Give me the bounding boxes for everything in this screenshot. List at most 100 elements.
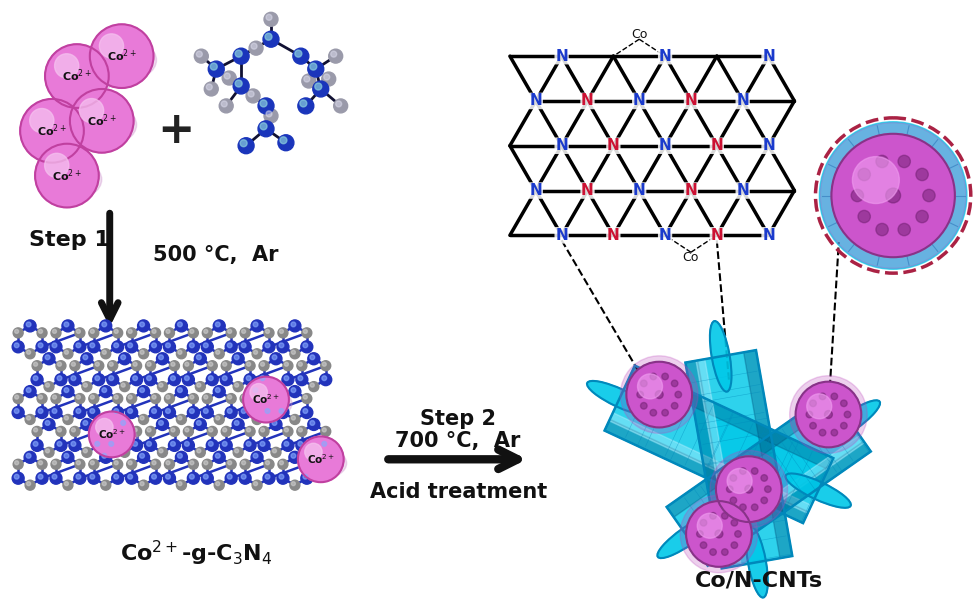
Circle shape <box>933 157 939 162</box>
Circle shape <box>302 459 311 469</box>
Circle shape <box>239 472 251 484</box>
Circle shape <box>62 480 73 490</box>
Circle shape <box>83 449 87 453</box>
Circle shape <box>31 374 43 386</box>
Circle shape <box>83 355 88 360</box>
Circle shape <box>279 329 283 334</box>
Circle shape <box>292 416 296 420</box>
Circle shape <box>844 411 851 418</box>
Circle shape <box>710 512 716 519</box>
Circle shape <box>183 426 193 436</box>
Polygon shape <box>630 365 834 470</box>
Circle shape <box>304 76 309 82</box>
Circle shape <box>223 362 226 366</box>
Circle shape <box>259 361 269 371</box>
Circle shape <box>166 343 171 348</box>
Circle shape <box>95 442 100 447</box>
Circle shape <box>946 193 952 198</box>
Circle shape <box>91 461 95 465</box>
Circle shape <box>178 482 182 486</box>
Circle shape <box>176 320 187 332</box>
Text: Step 1: Step 1 <box>29 231 110 250</box>
Circle shape <box>922 189 935 202</box>
Circle shape <box>190 461 194 465</box>
Circle shape <box>933 157 939 162</box>
Circle shape <box>933 229 939 234</box>
Circle shape <box>215 349 224 359</box>
Text: N: N <box>659 228 671 243</box>
Circle shape <box>900 137 906 143</box>
Circle shape <box>900 248 906 254</box>
Circle shape <box>282 374 294 386</box>
Text: N: N <box>762 228 775 243</box>
Circle shape <box>251 320 263 332</box>
Ellipse shape <box>710 321 731 392</box>
Circle shape <box>336 101 342 107</box>
Circle shape <box>64 482 68 486</box>
Circle shape <box>216 482 220 486</box>
Text: N: N <box>632 183 645 198</box>
Circle shape <box>151 409 156 414</box>
Circle shape <box>178 322 183 327</box>
Ellipse shape <box>747 527 768 598</box>
Circle shape <box>149 341 161 353</box>
Circle shape <box>715 530 723 538</box>
Circle shape <box>296 374 307 386</box>
Circle shape <box>279 461 283 465</box>
Circle shape <box>74 406 86 418</box>
Circle shape <box>58 428 61 432</box>
Circle shape <box>862 144 869 150</box>
Circle shape <box>299 362 303 366</box>
Circle shape <box>272 420 277 425</box>
Circle shape <box>39 395 43 399</box>
Circle shape <box>107 426 118 436</box>
Circle shape <box>215 415 224 425</box>
Circle shape <box>127 393 137 404</box>
Circle shape <box>128 343 133 348</box>
Circle shape <box>322 72 336 86</box>
Circle shape <box>279 343 284 348</box>
Circle shape <box>933 157 939 162</box>
Ellipse shape <box>587 381 652 415</box>
Circle shape <box>304 329 307 334</box>
Circle shape <box>150 393 160 404</box>
Circle shape <box>178 453 183 458</box>
Circle shape <box>76 475 81 479</box>
Circle shape <box>761 497 767 504</box>
Circle shape <box>176 386 187 398</box>
Circle shape <box>37 393 47 404</box>
Circle shape <box>144 439 156 451</box>
Circle shape <box>126 472 138 484</box>
Text: Co$^{2+}$: Co$^{2+}$ <box>306 453 335 466</box>
Circle shape <box>272 449 276 453</box>
Circle shape <box>265 343 270 348</box>
Circle shape <box>246 376 251 381</box>
Circle shape <box>187 341 199 353</box>
Circle shape <box>223 71 236 85</box>
Circle shape <box>278 135 294 151</box>
Ellipse shape <box>821 400 880 444</box>
Circle shape <box>75 393 85 404</box>
Circle shape <box>140 388 144 392</box>
Circle shape <box>223 442 227 447</box>
Circle shape <box>128 475 133 479</box>
Circle shape <box>71 362 75 366</box>
Circle shape <box>224 73 230 79</box>
Circle shape <box>178 416 182 420</box>
Circle shape <box>278 328 288 338</box>
Circle shape <box>258 374 270 386</box>
Circle shape <box>74 341 86 353</box>
Circle shape <box>900 248 906 254</box>
Text: Co: Co <box>683 251 699 264</box>
Circle shape <box>731 520 738 526</box>
Circle shape <box>146 376 151 381</box>
Text: N: N <box>529 93 542 109</box>
Circle shape <box>194 353 206 365</box>
Circle shape <box>320 439 332 451</box>
Circle shape <box>178 388 183 392</box>
Circle shape <box>70 89 134 152</box>
Circle shape <box>112 328 123 338</box>
Circle shape <box>933 229 939 234</box>
Circle shape <box>177 349 186 359</box>
Circle shape <box>96 428 100 432</box>
